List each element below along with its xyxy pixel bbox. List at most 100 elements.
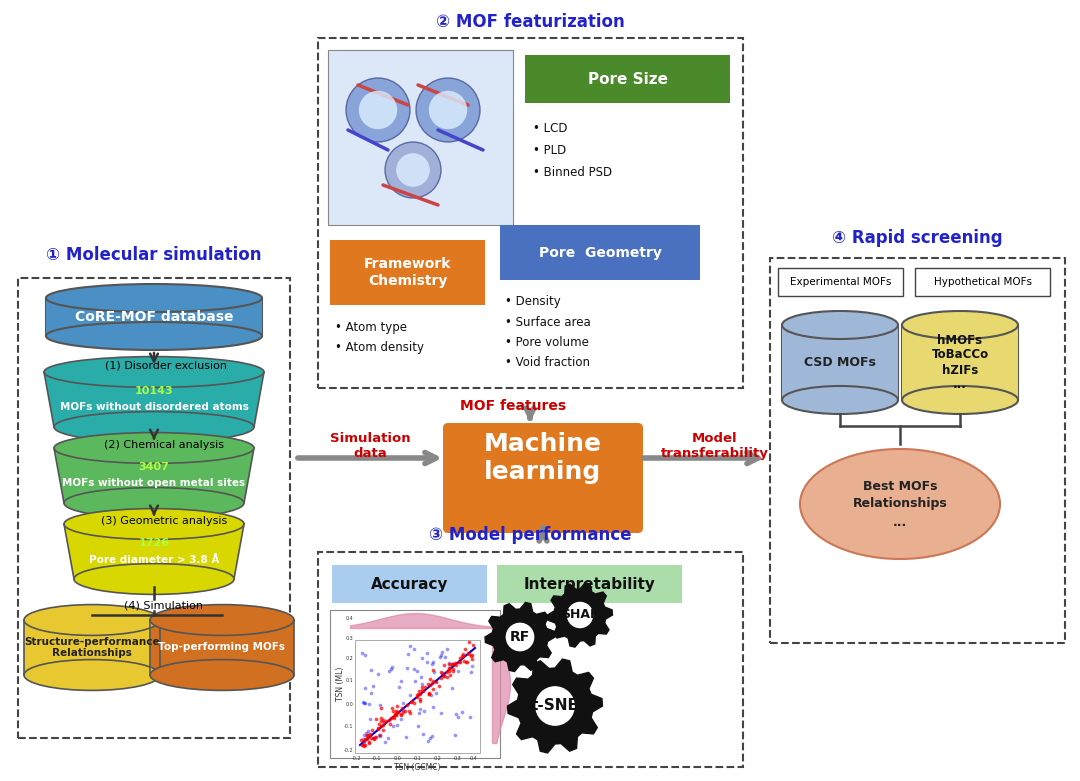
Circle shape <box>346 78 410 142</box>
Point <box>376 716 393 729</box>
Polygon shape <box>150 620 294 675</box>
Point <box>411 688 429 701</box>
Point <box>366 730 383 743</box>
Point <box>419 735 436 747</box>
Point <box>457 656 474 669</box>
Text: 0.0: 0.0 <box>346 701 353 707</box>
Ellipse shape <box>64 508 244 540</box>
Text: Machine
learning: Machine learning <box>484 432 602 484</box>
Bar <box>500 225 700 280</box>
Point <box>392 708 409 720</box>
Polygon shape <box>485 602 555 672</box>
Point <box>442 669 459 681</box>
Point <box>411 692 429 704</box>
Bar <box>782 325 897 400</box>
Point <box>420 687 437 700</box>
Text: ① Molecular simulation: ① Molecular simulation <box>46 246 261 264</box>
Point <box>428 687 445 700</box>
Point <box>424 656 442 669</box>
Point <box>402 696 419 708</box>
Text: ③ Model performance: ③ Model performance <box>429 526 631 544</box>
Text: ④ Rapid screening: ④ Rapid screening <box>832 229 1002 247</box>
Point <box>454 650 471 662</box>
Ellipse shape <box>54 412 254 442</box>
Text: ② MOF featurization: ② MOF featurization <box>435 13 624 31</box>
Point <box>438 643 456 655</box>
Text: (2) Chemical analysis: (2) Chemical analysis <box>104 440 224 450</box>
Point <box>435 670 453 683</box>
Ellipse shape <box>782 386 897 414</box>
Point <box>363 732 380 744</box>
Text: • PLD: • PLD <box>534 144 566 156</box>
Text: Top-performing MOFs: Top-performing MOFs <box>159 643 285 652</box>
Polygon shape <box>54 448 254 503</box>
Point <box>393 701 410 714</box>
Point <box>443 659 460 672</box>
Text: MOFs without open metal sites: MOFs without open metal sites <box>63 479 245 488</box>
Text: t-SNE: t-SNE <box>531 698 579 714</box>
Point <box>387 708 404 720</box>
Point <box>413 671 430 683</box>
Point <box>410 707 428 719</box>
Point <box>432 707 449 719</box>
Point <box>464 639 482 651</box>
Text: MOF features: MOF features <box>460 399 566 413</box>
Point <box>367 713 384 726</box>
Point <box>356 739 374 751</box>
Point <box>356 697 374 710</box>
Point <box>382 711 400 724</box>
Point <box>374 719 391 731</box>
Text: -0.2: -0.2 <box>343 747 353 753</box>
Point <box>354 739 372 751</box>
Point <box>376 735 393 747</box>
Point <box>402 640 419 653</box>
Point <box>419 656 436 669</box>
Text: RF: RF <box>510 630 530 644</box>
Point <box>356 649 374 662</box>
Point <box>440 657 457 669</box>
Bar <box>330 240 485 305</box>
Point <box>430 680 447 693</box>
Point <box>353 647 370 659</box>
Point <box>463 649 481 662</box>
Point <box>408 691 426 704</box>
Text: • Pore volume: • Pore volume <box>505 336 589 348</box>
Point <box>359 733 376 746</box>
Point <box>365 733 382 745</box>
Point <box>383 660 401 672</box>
Text: 0.4: 0.4 <box>346 615 353 620</box>
Point <box>455 648 472 661</box>
Point <box>444 658 461 670</box>
Point <box>406 697 423 710</box>
Ellipse shape <box>782 311 897 339</box>
Point <box>435 669 453 682</box>
Point <box>360 736 377 749</box>
Bar <box>46 298 262 336</box>
Text: CoRE-MOF database: CoRE-MOF database <box>75 310 233 324</box>
Point <box>372 729 389 742</box>
Point <box>390 705 407 718</box>
Point <box>355 738 373 751</box>
Point <box>356 733 374 746</box>
Text: Best MOFs
Relationships
...: Best MOFs Relationships ... <box>852 480 947 529</box>
Point <box>384 705 402 718</box>
Text: Pore diameter > 3.8 Å: Pore diameter > 3.8 Å <box>89 555 219 565</box>
Text: 0.1: 0.1 <box>414 756 421 761</box>
Point <box>410 685 428 697</box>
Ellipse shape <box>64 487 244 519</box>
Point <box>409 687 427 700</box>
Point <box>426 665 443 678</box>
Circle shape <box>535 685 576 727</box>
Point <box>441 662 458 675</box>
Point <box>443 683 460 695</box>
Point <box>408 665 426 678</box>
Point <box>409 720 427 733</box>
Text: (3) Geometric analysis: (3) Geometric analysis <box>100 516 227 526</box>
Point <box>352 733 369 746</box>
Bar <box>770 258 1065 643</box>
Text: Experimental MOFs: Experimental MOFs <box>789 277 891 287</box>
Ellipse shape <box>44 357 264 387</box>
Point <box>394 704 411 716</box>
Polygon shape <box>24 620 160 675</box>
Point <box>380 665 397 678</box>
